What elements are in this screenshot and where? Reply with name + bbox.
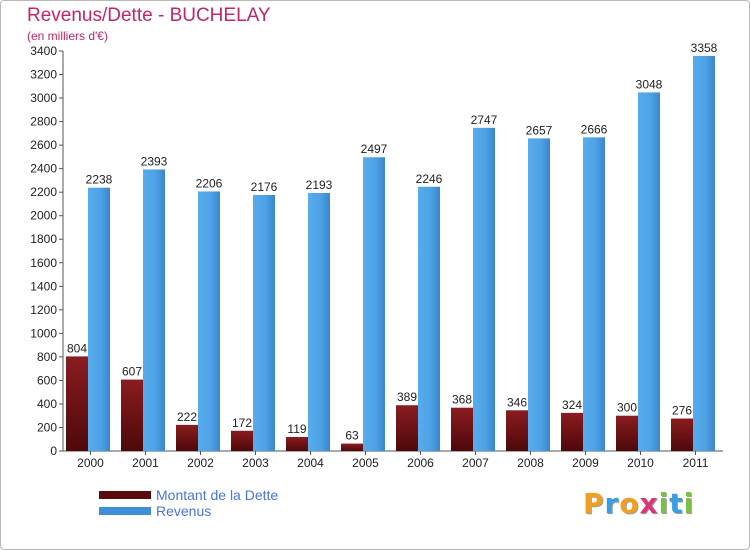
- data-label-dette: 276: [672, 404, 692, 418]
- bar-revenus: [308, 193, 330, 451]
- data-label-revenus: 2666: [581, 122, 608, 136]
- y-tick-label: 600: [37, 373, 57, 387]
- bar-revenus: [528, 138, 550, 452]
- data-label-dette: 368: [452, 393, 472, 407]
- bar-dette: [561, 412, 583, 451]
- y-tick-label: 800: [37, 350, 57, 364]
- data-label-dette: 119: [287, 422, 306, 436]
- logo-letter: P: [583, 487, 605, 520]
- data-label-revenus: 2246: [416, 172, 443, 186]
- x-tick-label: 2009: [572, 456, 599, 470]
- x-tick-label: 2007: [462, 456, 489, 470]
- y-tick-label: 2200: [30, 185, 57, 199]
- x-tick-label: 2004: [297, 456, 324, 470]
- y-tick-label: 3000: [30, 91, 57, 105]
- data-label-dette: 324: [562, 398, 582, 412]
- y-tick-label: 1000: [30, 326, 57, 340]
- logo-letter: t: [669, 487, 684, 520]
- y-tick-label: 400: [37, 397, 57, 411]
- y-tick-label: 1200: [30, 303, 57, 317]
- bar-revenus: [473, 127, 495, 451]
- y-tick-label: 2800: [30, 115, 57, 129]
- bar-dette: [616, 415, 638, 451]
- bar-dette: [451, 407, 473, 451]
- bar-dette: [341, 443, 363, 451]
- data-label-revenus: 3358: [691, 41, 718, 55]
- data-label-revenus: 2497: [361, 142, 388, 156]
- bar-dette: [671, 418, 693, 451]
- x-tick-label: 2010: [627, 456, 654, 470]
- x-tick-label: 2003: [242, 456, 269, 470]
- data-label-dette: 804: [67, 341, 87, 355]
- proxiti-logo: Proxiti: [583, 487, 694, 520]
- data-label-dette: 172: [232, 416, 252, 430]
- bar-revenus: [583, 137, 605, 451]
- logo-letter: o: [619, 487, 640, 520]
- data-label-dette: 222: [177, 410, 197, 424]
- data-label-revenus: 2206: [196, 176, 223, 190]
- x-tick-label: 2005: [352, 456, 379, 470]
- logo-letter: i: [683, 487, 695, 520]
- legend-label-revenus: Revenus: [156, 503, 212, 519]
- x-tick-label: 2008: [517, 456, 544, 470]
- x-tick-label: 2000: [77, 456, 104, 470]
- chart-subtitle: (en milliers d'€): [27, 29, 108, 43]
- y-tick-label: 2400: [30, 162, 57, 176]
- data-label-revenus: 3048: [636, 77, 663, 91]
- legend-swatch-dette: [99, 491, 151, 499]
- y-tick-label: 2000: [30, 209, 57, 223]
- data-label-revenus: 2176: [251, 180, 278, 194]
- logo-letter: i: [658, 487, 670, 520]
- legend-label-dette: Montant de la Dette: [156, 487, 279, 503]
- bar-revenus: [253, 195, 275, 451]
- bar-dette: [231, 430, 253, 451]
- data-label-dette: 389: [397, 390, 417, 404]
- chart-title: Revenus/Dette - BUCHELAY: [27, 5, 271, 26]
- y-tick-label: 3400: [30, 44, 57, 58]
- y-tick-label: 0: [50, 444, 57, 458]
- bar-dette: [121, 379, 143, 451]
- data-label-dette: 300: [617, 401, 637, 415]
- data-label-dette: 63: [345, 429, 359, 443]
- bar-dette: [66, 356, 88, 451]
- x-tick-label: 2001: [132, 456, 159, 470]
- data-label-revenus: 2238: [86, 173, 113, 187]
- y-tick-label: 1600: [30, 256, 57, 270]
- bar-revenus: [143, 169, 165, 451]
- data-label-dette: 607: [122, 365, 142, 379]
- x-tick-label: 2006: [407, 456, 434, 470]
- x-tick-label: 2011: [683, 456, 709, 470]
- bar-dette: [506, 410, 528, 451]
- y-tick-label: 3200: [30, 68, 57, 82]
- bar-revenus: [363, 157, 385, 451]
- data-label-revenus: 2193: [306, 178, 333, 192]
- y-tick-label: 1400: [30, 279, 57, 293]
- bar-dette: [396, 405, 418, 451]
- data-label-dette: 346: [507, 395, 527, 409]
- bar-revenus: [693, 55, 715, 452]
- y-tick-label: 1800: [30, 232, 57, 246]
- bar-revenus: [88, 187, 110, 452]
- logo-letter: x: [639, 487, 659, 520]
- bar-revenus: [418, 186, 440, 451]
- bar-revenus: [198, 191, 220, 451]
- data-label-revenus: 2747: [471, 113, 498, 127]
- bar-dette: [286, 437, 308, 451]
- bar-dette: [176, 424, 198, 451]
- logo-letter: r: [604, 487, 620, 520]
- y-tick-label: 2600: [30, 138, 57, 152]
- bar-revenus: [638, 92, 660, 451]
- data-label-revenus: 2657: [526, 123, 553, 137]
- legend-swatch-revenus: [99, 507, 151, 515]
- y-tick-label: 200: [37, 420, 57, 434]
- x-tick-label: 2002: [187, 456, 214, 470]
- data-label-revenus: 2393: [141, 154, 168, 168]
